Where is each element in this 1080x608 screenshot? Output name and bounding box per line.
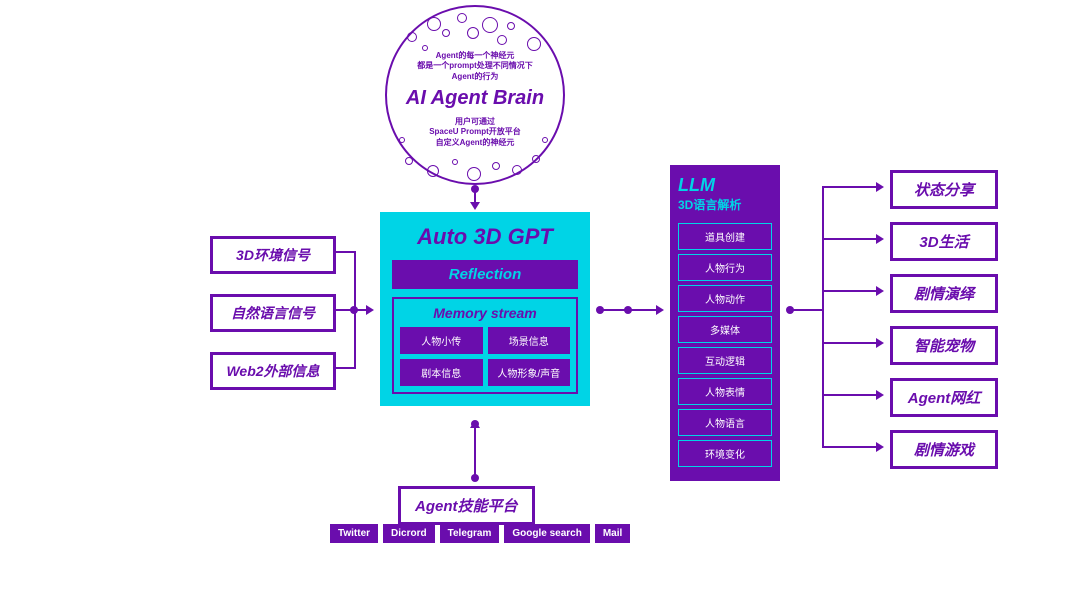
connector-line (354, 251, 356, 310)
llm-item: 环境变化 (678, 440, 772, 467)
skill-discord: Dicrord (383, 524, 435, 543)
memory-title: Memory stream (400, 305, 570, 321)
central-box: Auto 3D GPT Reflection Memory stream 人物小… (380, 212, 590, 406)
connector-line (354, 310, 356, 369)
connector-dot (471, 474, 479, 482)
llm-item: 人物表情 (678, 378, 772, 405)
connector-dot (350, 306, 358, 314)
arrow-down-icon (470, 202, 480, 210)
skill-google-search: Google search (504, 524, 589, 543)
brain-top-line-1: Agent的每一个神经元 (387, 51, 563, 61)
input-web2: Web2外部信息 (210, 352, 336, 390)
connector-line (474, 426, 476, 476)
reflection-box: Reflection (392, 260, 578, 289)
output-label: 3D生活 (919, 234, 968, 251)
output-label: 智能宠物 (914, 338, 974, 355)
central-title: Auto 3D GPT (392, 224, 578, 250)
output-label: Agent网红 (908, 390, 981, 407)
brain-top-line-2: 都是一个prompt处理不同情况下 (387, 61, 563, 71)
input-label: Web2外部信息 (226, 363, 319, 379)
output-plot-act: 剧情演绎 (890, 274, 998, 313)
llm-item: 道具创建 (678, 223, 772, 250)
output-smart-pet: 智能宠物 (890, 326, 998, 365)
output-agent-kol: Agent网红 (890, 378, 998, 417)
skill-mail: Mail (595, 524, 630, 543)
arrow-right-icon (876, 390, 884, 400)
llm-item: 人物语言 (678, 409, 772, 436)
connector-line (822, 290, 878, 292)
skill-platform-title: Agent技能平台 (398, 486, 535, 525)
brain-bot-line-3: 自定义Agent的神经元 (387, 138, 563, 148)
llm-subtitle: 3D语言解析 (678, 196, 772, 213)
arrow-right-icon (876, 234, 884, 244)
skill-telegram: Telegram (440, 524, 500, 543)
memory-stream-box: Memory stream 人物小传 场景信息 剧本信息 人物形象/声音 (392, 297, 578, 394)
brain-top-line-3: Agent的行为 (387, 72, 563, 82)
connector-line (822, 394, 878, 396)
arrow-right-icon (876, 442, 884, 452)
connector-line (336, 367, 354, 369)
connector-dot (624, 306, 632, 314)
arrow-right-icon (876, 286, 884, 296)
memory-cell: 场景信息 (488, 327, 571, 354)
llm-item: 人物动作 (678, 285, 772, 312)
llm-item: 多媒体 (678, 316, 772, 343)
arrow-right-icon (366, 305, 374, 315)
connector-line (822, 342, 878, 344)
skill-title-label: Agent技能平台 (415, 498, 518, 515)
llm-box: LLM 3D语言解析 道具创建 人物行为 人物动作 多媒体 互动逻辑 人物表情 … (670, 165, 780, 481)
connector-line (822, 238, 878, 240)
memory-cell: 人物小传 (400, 327, 483, 354)
output-label: 状态分享 (914, 182, 974, 199)
input-nl-signal: 自然语言信号 (210, 294, 336, 332)
output-label: 剧情演绎 (914, 286, 974, 303)
arrow-right-icon (876, 182, 884, 192)
llm-item: 人物行为 (678, 254, 772, 281)
connector-line (822, 186, 878, 188)
memory-cell: 人物形象/声音 (488, 359, 571, 386)
connector-line (792, 309, 822, 311)
connector-line (822, 446, 878, 448)
skill-row: Twitter Dicrord Telegram Google search M… (330, 524, 630, 543)
input-label: 自然语言信号 (231, 305, 315, 321)
skill-twitter: Twitter (330, 524, 378, 543)
arrow-right-icon (876, 338, 884, 348)
input-label: 3D环境信号 (236, 247, 310, 263)
arrow-right-icon (656, 305, 664, 315)
output-label: 剧情游戏 (914, 442, 974, 459)
brain-bot-line-1: 用户可通过 (387, 117, 563, 127)
connector-line (336, 251, 354, 253)
connector-line (822, 186, 824, 448)
arrow-up-icon (470, 420, 480, 428)
brain-circle: Agent的每一个神经元 都是一个prompt处理不同情况下 Agent的行为 … (385, 5, 565, 185)
llm-item: 互动逻辑 (678, 347, 772, 374)
memory-cell: 剧本信息 (400, 359, 483, 386)
input-3d-env: 3D环境信号 (210, 236, 336, 274)
output-status-share: 状态分享 (890, 170, 998, 209)
output-3d-life: 3D生活 (890, 222, 998, 261)
llm-title: LLM (678, 175, 772, 196)
brain-bot-line-2: SpaceU Prompt开放平台 (387, 127, 563, 137)
brain-title: AI Agent Brain (387, 87, 563, 110)
output-plot-game: 剧情游戏 (890, 430, 998, 469)
